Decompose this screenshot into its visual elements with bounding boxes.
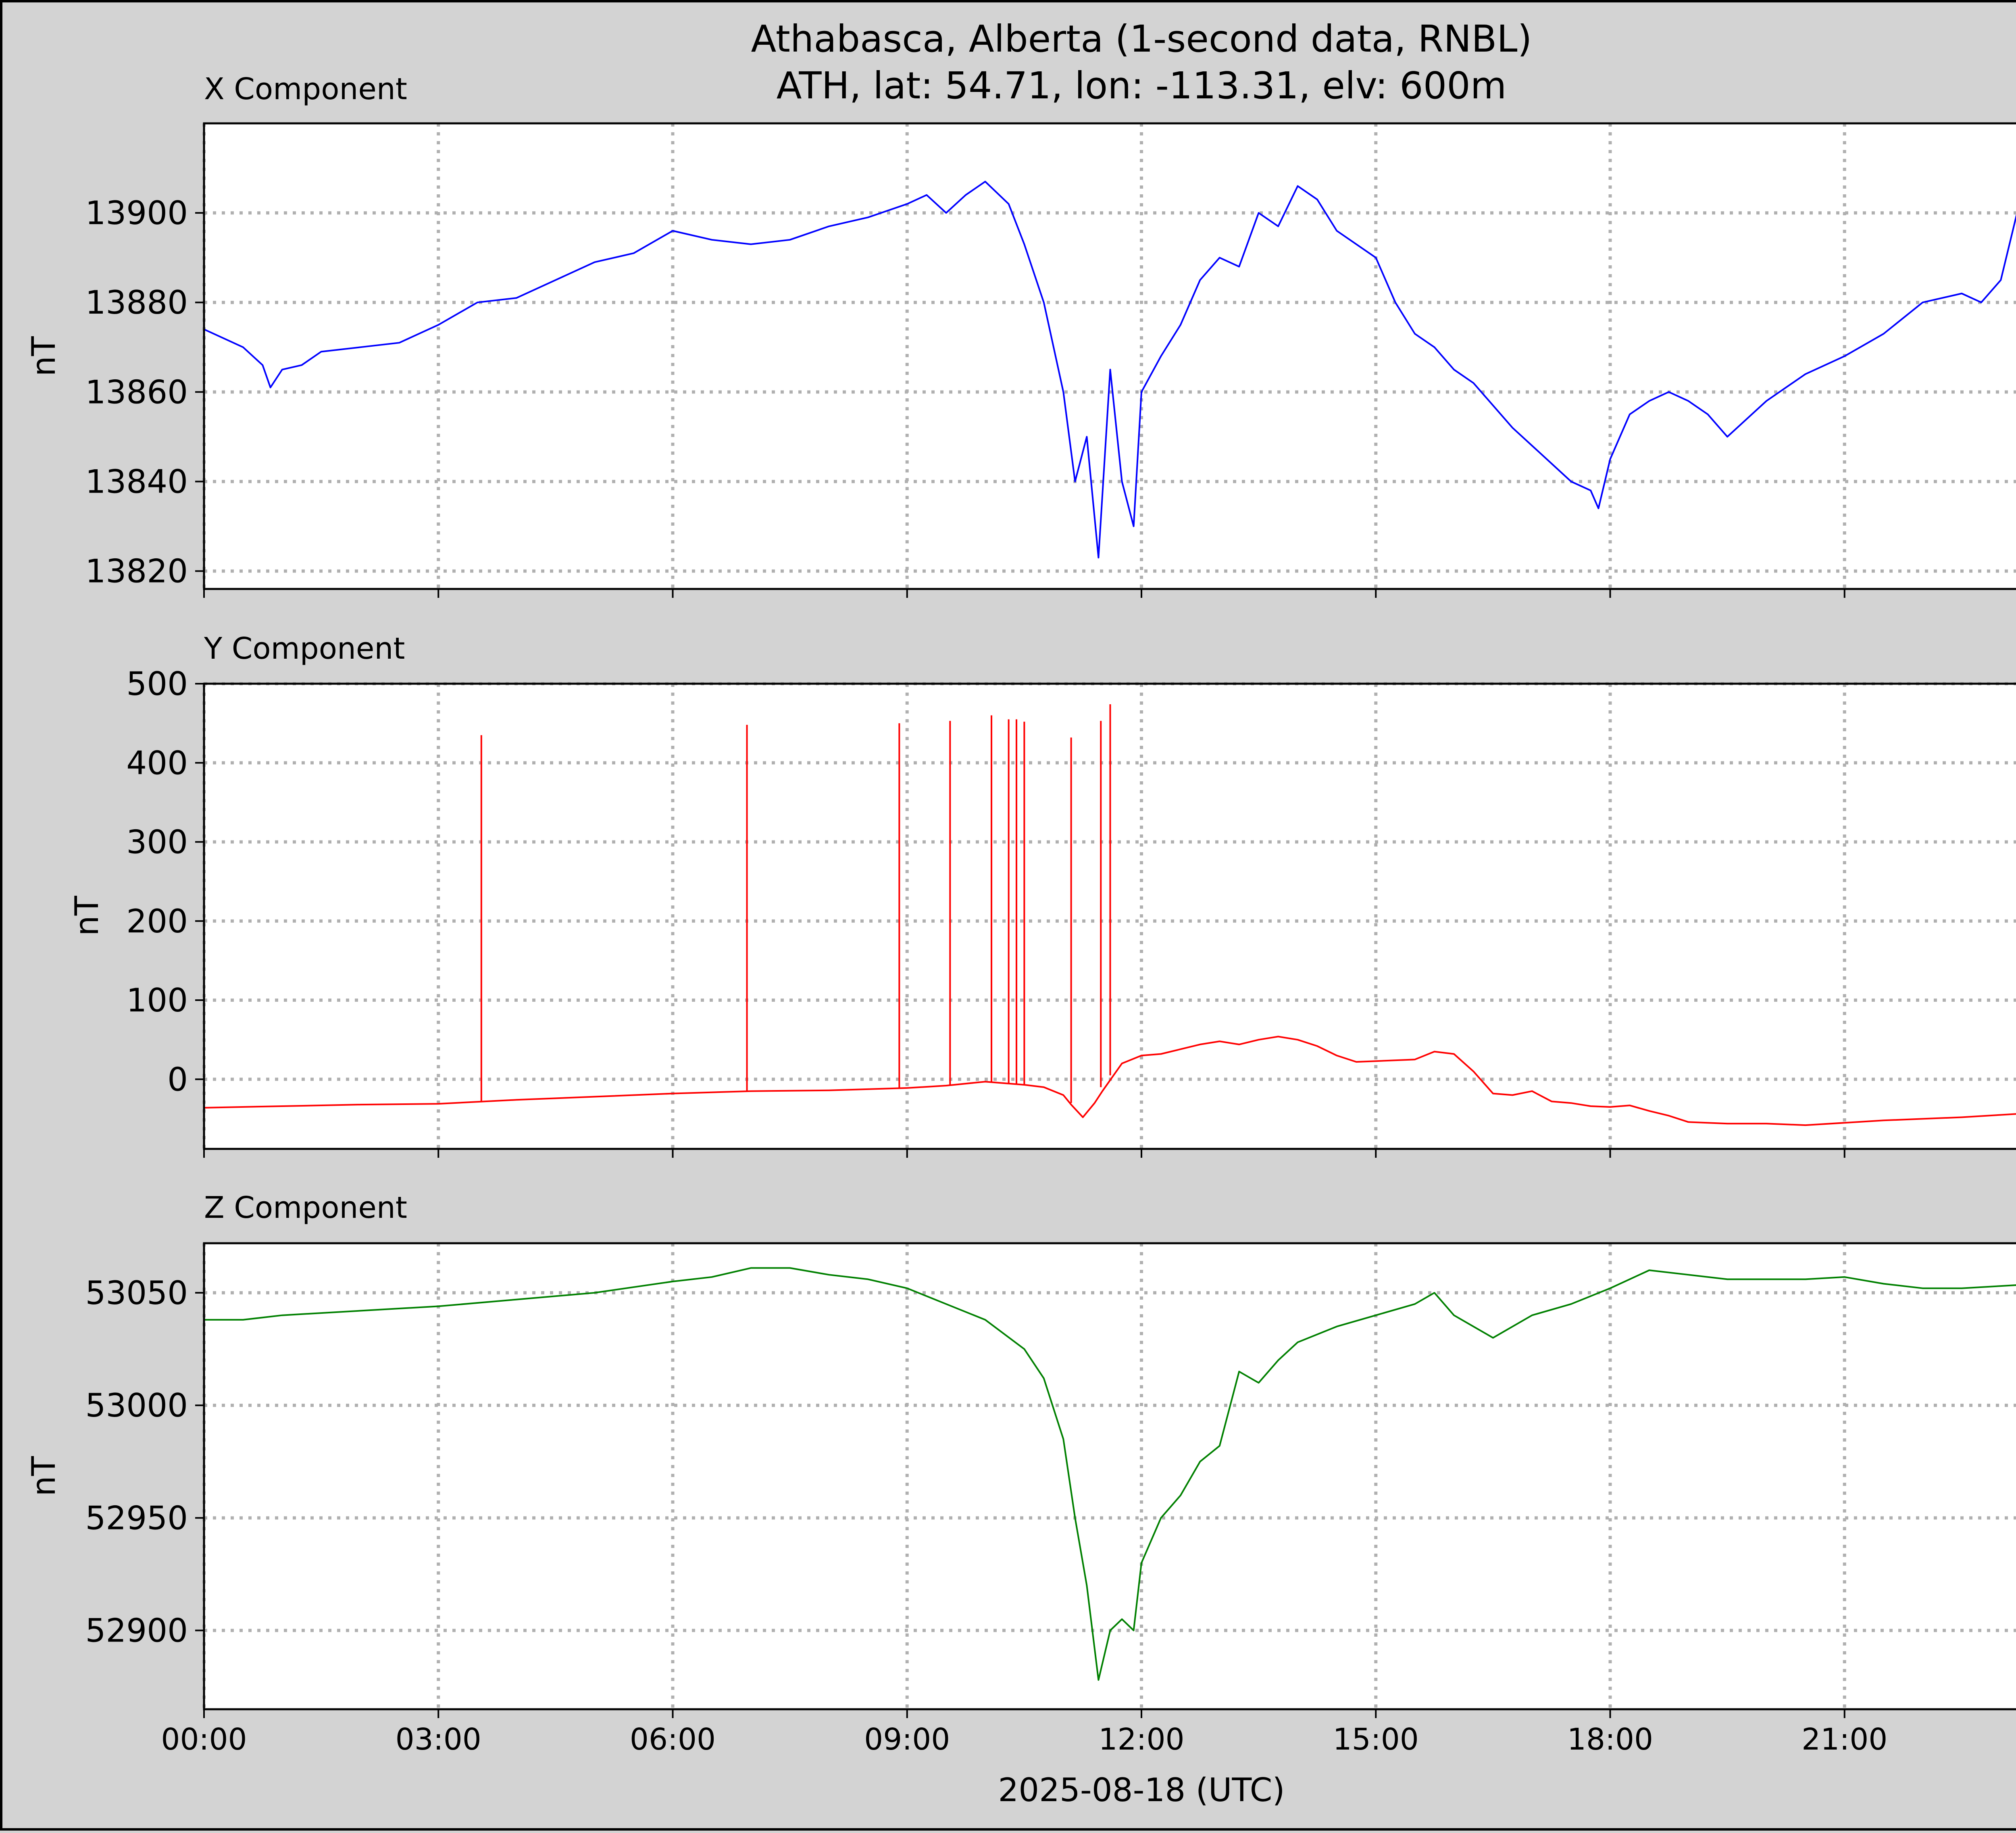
x-tick-label: 21:00: [1801, 1722, 1887, 1757]
x-tick-label: 18:00: [1567, 1722, 1653, 1757]
x-tick-label: 03:00: [396, 1722, 481, 1757]
chart-title-line2: ATH, lat: 54.71, lon: -113.31, elv: 600m: [777, 64, 1507, 107]
y-tick-label: 400: [126, 744, 188, 782]
x-tick-label: 06:00: [630, 1722, 716, 1757]
y-tick-label: 13900: [85, 194, 188, 232]
y-tick-label: 52900: [85, 1612, 188, 1650]
x-tick-label: 09:00: [864, 1722, 950, 1757]
z-component-panel: Z Component nT 52900 52950 53000 53050: [25, 1190, 2016, 1718]
y-tick-label: 13860: [85, 373, 188, 411]
chart-title-line1: Athabasca, Alberta (1-second data, RNBL): [751, 17, 1532, 60]
y-tick-label: 200: [126, 903, 188, 940]
y-component-ylabel: nT: [68, 895, 106, 936]
y-tick-label: 300: [126, 824, 188, 861]
x-tick-label: 12:00: [1098, 1722, 1184, 1757]
y-tick-label: 13840: [85, 463, 188, 500]
z-component-label: Z Component: [204, 1190, 407, 1225]
plot-area: [204, 1243, 2016, 1709]
z-component-ylabel: nT: [25, 1456, 62, 1496]
y-tick-label: 100: [126, 982, 188, 1019]
y-tick-label: 52950: [85, 1499, 188, 1537]
x-tick-labels: 00:00 03:00 06:00 09:00 12:00 15:00 18:00 21:00: [161, 1722, 1887, 1757]
x-tick-label: 15:00: [1333, 1722, 1419, 1757]
x-component-label: X Component: [204, 72, 407, 106]
x-component-panel: X Component nT 13820 13840 13860 13880 13900: [25, 72, 2016, 598]
y-tick-label: 53000: [85, 1387, 188, 1424]
y-tick-label: 500: [126, 665, 188, 703]
y-component-panel: Y Component nT 0 100 200 300 400 500: [68, 631, 2016, 1158]
x-axis-title: 2025-08-18 (UTC): [998, 1771, 1285, 1809]
y-tick-label: 13820: [85, 553, 188, 590]
x-component-ylabel: nT: [25, 336, 62, 377]
y-tick-label: 13880: [85, 284, 188, 321]
plot-area: [204, 123, 2016, 589]
y-tick-label: 53050: [85, 1274, 188, 1312]
y-component-label: Y Component: [204, 631, 405, 666]
y-tick-label: 0: [167, 1061, 188, 1098]
x-tick-label: 00:00: [161, 1722, 247, 1757]
